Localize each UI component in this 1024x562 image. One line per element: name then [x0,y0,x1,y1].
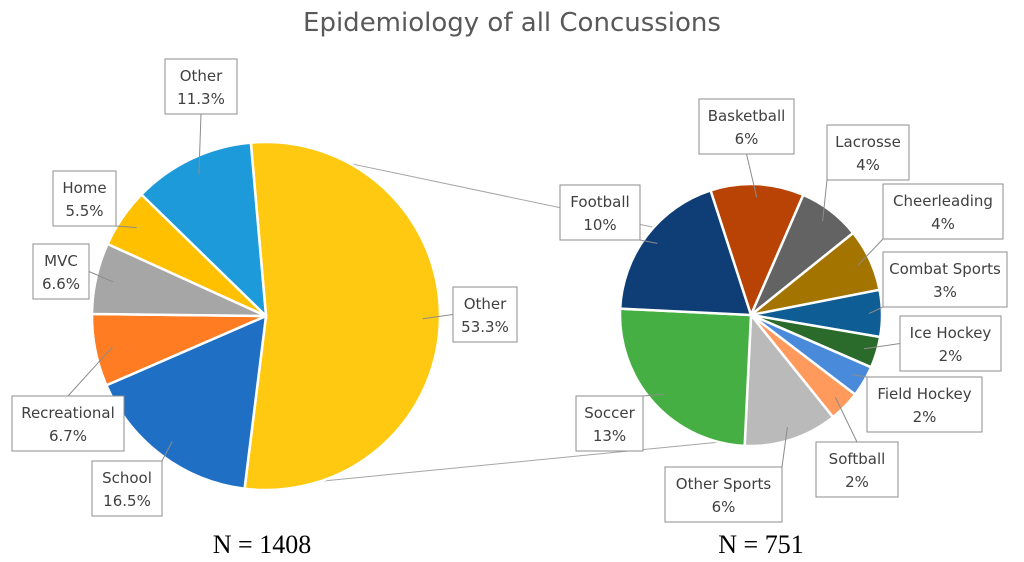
sports-pie-value-label-soccer-8: 13% [593,427,626,445]
main-pie-value-label-home-4: 5.5% [65,202,103,220]
sports-pie-slice-other-sports-7 [743,311,835,448]
main-pie-value-label-other-0: 53.3% [461,318,509,336]
sports-pie-value-label-field-hockey-5: 2% [913,408,937,426]
main-pie-label-box-school-1 [91,460,163,517]
sports-pie-label-box-softball-6 [815,441,899,498]
sports-pie-label-box-other-sports-7 [664,466,783,523]
sports-pie-value-label-lacrosse-1: 4% [856,156,880,174]
sports-pie-leader-football-9 [639,239,658,244]
main-pie-slice-other-0 [243,140,442,492]
sports-pie-value-label-basketball-0: 6% [735,130,759,148]
main-pie-n-label: N = 1408 [213,530,311,559]
sports-pie-slice-basketball-0 [708,182,805,319]
main-pie-label-box-home-4 [52,170,117,227]
sports-pie-label-lacrosse-1: Lacrosse [835,133,901,151]
sports-pie-leader-soccer-8 [642,393,664,397]
sports-pie-label-other-sports-7: Other Sports [676,475,772,493]
sports-pie-leader-field-hockey-5 [852,374,868,378]
main-pie-label-recreational-2: Recreational [21,404,115,422]
main-pie-label-box-other-5 [164,58,238,115]
sports-pie-leader-basketball-0 [746,153,758,198]
data-labels: Other 53.3% School 16.5% Recreational 6.7% MVC… [11,58,1008,523]
sports-pie-leader-softball-6 [834,397,858,443]
sports-pie-label-basketball-0: Basketball [708,107,786,125]
sports-pie-label-box-lacrosse-1 [826,124,910,181]
sports-pie-label-box-combat-sports-3 [882,251,1008,308]
main-pie-label-mvc-3: MVC [44,252,78,270]
sports-pie-value-label-ice-hockey-4: 2% [939,347,963,365]
sports-pie-label-ice-hockey-4: Ice Hockey [910,324,992,342]
main-pie-value-label-school-1: 16.5% [103,492,151,510]
main-pie-leader-other-5 [198,113,202,175]
sports-pie-label-box-soccer-8 [575,395,644,452]
sports-pie-leader-ice-hockey-4 [863,343,901,350]
sports-pie-leader-combat-sports-3 [868,306,884,315]
sports-pie-label-box-basketball-0 [698,98,795,155]
sports-pie-value-label-softball-6: 2% [845,473,869,491]
main-pie-leader-mvc-3 [88,271,114,283]
main-pie-leader-home-4 [115,225,137,229]
main-pie-slice-other-5 [139,141,268,320]
sports-pie-label-football-9: Football [570,193,629,211]
sports-pie-label-softball-6: Softball [829,450,886,468]
main-pie-value-label-mvc-3: 6.6% [42,275,80,293]
main-pie-label-home-4: Home [62,179,106,197]
sports-pie-value-label-combat-sports-3: 3% [933,283,957,301]
main-pie-label-other-5: Other [180,67,223,85]
sports-pie-slice-football-9 [618,188,753,317]
main-pie-leader-recreational-2 [67,346,113,397]
sports-pie-leader-lacrosse-1 [822,179,828,222]
sports-pie-value-label-cheerleading-2: 4% [931,215,955,233]
chart-title: Epidemiology of all Concussions [303,8,721,38]
main-pie-label-box-other-0 [452,286,518,343]
sports-pie-n-label: N = 751 [718,530,803,559]
main-pie-leader-other-0 [422,314,454,320]
sports-pie-value-label-football-9: 10% [583,216,616,234]
sports-pie-label-box-cheerleading-2 [882,183,1004,240]
sports-pie-leader-other-sports-7 [781,427,788,468]
sports-pie-label-combat-sports-3: Combat Sports [889,260,1001,278]
main-pie-label-box-recreational-2 [11,395,125,452]
sports-pie-label-box-ice-hockey-4 [899,315,1002,372]
sports-pie-leader-cheerleading-2 [857,238,884,266]
main-pie-label-school-1: School [102,469,152,487]
main-pie-label-box-mvc-3 [32,243,90,300]
sports-pie-label-box-field-hockey-5 [866,376,983,433]
main-pie-value-label-other-5: 11.3% [177,90,225,108]
main-pie-leader-school-1 [161,441,173,462]
sports-pie-value-label-other-sports-7: 6% [712,498,736,516]
sports-pie [618,182,884,448]
sports-pie-slice-soccer-8 [618,307,753,448]
sports-pie-label-cheerleading-2: Cheerleading [893,192,993,210]
main-pie [90,140,442,492]
main-pie-label-other-0: Other [464,295,507,313]
sports-pie-label-box-football-9 [559,184,641,241]
main-pie-value-label-recreational-2: 6.7% [49,427,87,445]
sports-pie-label-soccer-8: Soccer [584,404,635,422]
sports-pie-label-field-hockey-5: Field Hockey [877,385,971,403]
